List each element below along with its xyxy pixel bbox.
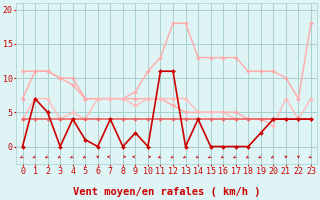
X-axis label: Vent moyen/en rafales ( km/h ): Vent moyen/en rafales ( km/h ) xyxy=(73,187,260,197)
